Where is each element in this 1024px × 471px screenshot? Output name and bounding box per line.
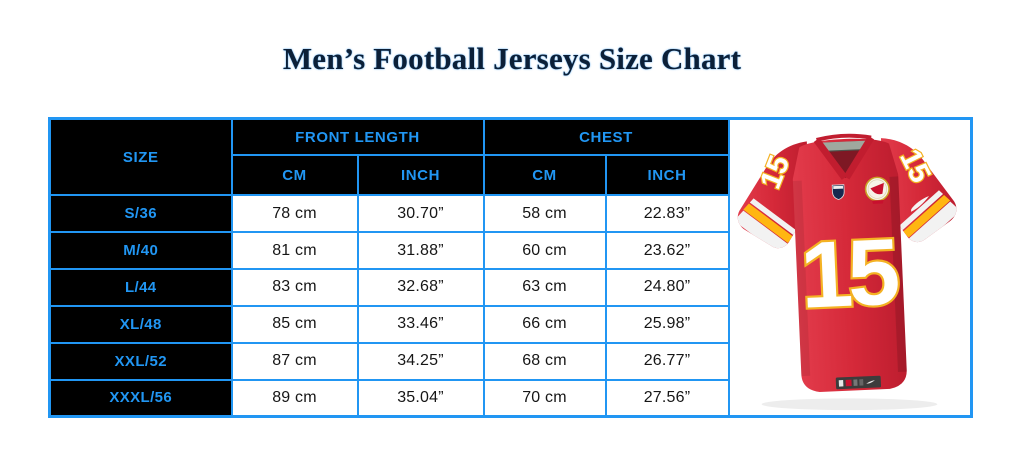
subheader-chest-cm: CM [482, 154, 607, 197]
front-inch-cell: 33.46” [356, 304, 485, 344]
front-inch-cell: 35.04” [356, 378, 485, 418]
table-row: XL/48 85 cm 33.46” 66 cm 25.98” [48, 304, 972, 344]
chest-number: 15 [798, 219, 900, 328]
front-cm-cell: 83 cm [230, 268, 359, 307]
chest-inch-cell: 22.83” [604, 194, 730, 234]
front-cm-cell: 81 cm [230, 231, 359, 271]
chest-cm-cell: 60 cm [482, 231, 607, 271]
jock-tag [836, 375, 882, 390]
size-cell: L/44 [48, 268, 233, 307]
front-inch-cell: 31.88” [356, 231, 485, 271]
front-cm-cell: 78 cm [230, 194, 359, 234]
v-neck-collar [814, 133, 875, 180]
football-jersey-illustration: 15 15 [734, 133, 959, 411]
left-sleeve-stripes-icon [734, 198, 799, 250]
table-row: XXL/52 87 cm 34.25” 68 cm 26.77” [48, 341, 972, 381]
table-row: M/40 81 cm 31.88” 60 cm 23.62” [48, 231, 972, 271]
size-cell: S/36 [48, 194, 233, 234]
chest-inch-cell: 26.77” [604, 341, 730, 381]
front-cm-cell: 89 cm [230, 378, 359, 418]
chest-inch-cell: 23.62” [604, 231, 730, 271]
nike-swoosh-icon [911, 195, 930, 212]
chest-inch-cell: 25.98” [604, 304, 730, 344]
front-cm-cell: 85 cm [230, 304, 359, 344]
size-chart-table: SIZE FRONT LENGTH CHEST [48, 117, 973, 418]
jersey-shadow [761, 398, 938, 411]
front-inch-cell: 34.25” [356, 341, 485, 381]
front-inch-cell: 32.68” [356, 268, 485, 307]
size-cell: XXL/52 [48, 341, 233, 381]
chest-inch-cell: 24.80” [604, 268, 730, 307]
size-cell: XXXL/56 [48, 378, 233, 418]
front-inch-cell: 30.70” [356, 194, 485, 234]
front-cm-cell: 87 cm [230, 341, 359, 381]
col-header-chest: CHEST [482, 117, 730, 157]
page-title: Men’s Football Jerseys Size Chart [282, 41, 742, 76]
jersey-product-image: 15 15 [727, 117, 973, 418]
nfl-shield-icon [832, 184, 845, 200]
chest-cm-cell: 66 cm [482, 304, 607, 344]
team-patch-icon [865, 176, 891, 204]
col-header-size: SIZE [48, 117, 233, 197]
chest-cm-cell: 58 cm [482, 194, 607, 234]
subheader-front-cm: CM [230, 154, 359, 197]
chest-cm-cell: 63 cm [482, 268, 607, 307]
chest-inch-cell: 27.56” [604, 378, 730, 418]
subheader-front-inch: INCH [356, 154, 485, 197]
chest-cm-cell: 68 cm [482, 341, 607, 381]
chest-cm-cell: 70 cm [482, 378, 607, 418]
table-row: XXXL/56 89 cm 35.04” 70 cm 27.56” [48, 378, 972, 418]
table-row: S/36 78 cm 30.70” 58 cm 22.83” [48, 194, 972, 234]
col-header-front-length: FRONT LENGTH [230, 117, 485, 157]
subheader-chest-inch: INCH [604, 154, 730, 197]
right-sleeve-stripes-icon [897, 190, 959, 244]
table-row: L/44 83 cm 32.68” 63 cm 24.80” [48, 268, 972, 307]
size-cell: XL/48 [48, 304, 233, 344]
size-cell: M/40 [48, 231, 233, 271]
